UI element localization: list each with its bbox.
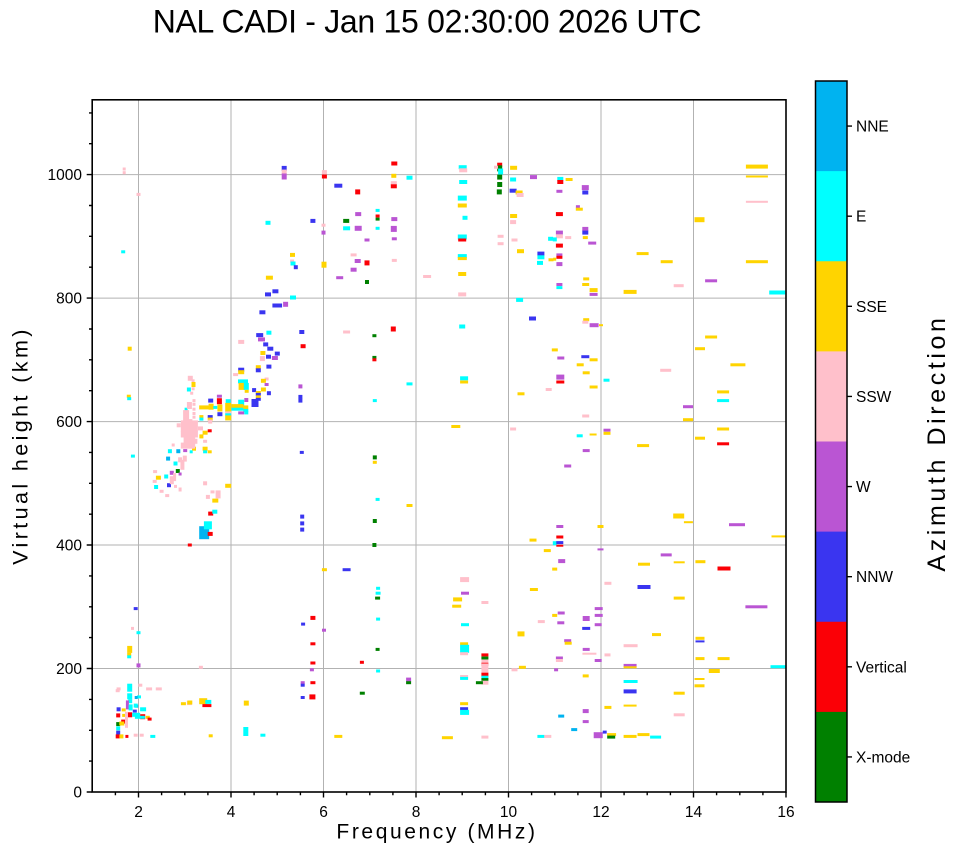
svg-text:Azimuth Direction: Azimuth Direction: [923, 314, 951, 571]
svg-text:2: 2: [134, 804, 143, 821]
svg-text:W: W: [856, 479, 871, 496]
svg-text:Vertical: Vertical: [856, 659, 907, 676]
svg-text:16: 16: [777, 804, 794, 821]
svg-text:400: 400: [56, 538, 82, 555]
svg-text:14: 14: [685, 804, 703, 821]
svg-text:NAL CADI - Jan 15 02:30:00 202: NAL CADI - Jan 15 02:30:00 2026 UTC: [153, 4, 702, 40]
svg-text:Frequency (MHz): Frequency (MHz): [336, 821, 537, 844]
svg-text:4: 4: [227, 804, 236, 821]
svg-text:E: E: [856, 209, 866, 226]
svg-text:SSW: SSW: [856, 389, 892, 406]
svg-text:1000: 1000: [48, 167, 83, 184]
svg-text:12: 12: [592, 804, 609, 821]
svg-text:8: 8: [412, 804, 421, 821]
svg-text:SSE: SSE: [856, 299, 887, 316]
svg-text:800: 800: [56, 291, 82, 308]
svg-text:0: 0: [73, 785, 82, 802]
svg-text:Virtual height (km): Virtual height (km): [9, 326, 33, 565]
svg-text:200: 200: [56, 661, 82, 678]
svg-text:X-mode: X-mode: [856, 749, 910, 766]
svg-text:NNE: NNE: [856, 119, 889, 136]
svg-text:10: 10: [500, 804, 518, 821]
svg-text:NNW: NNW: [856, 569, 893, 586]
svg-text:600: 600: [56, 414, 82, 431]
svg-text:6: 6: [319, 804, 328, 821]
